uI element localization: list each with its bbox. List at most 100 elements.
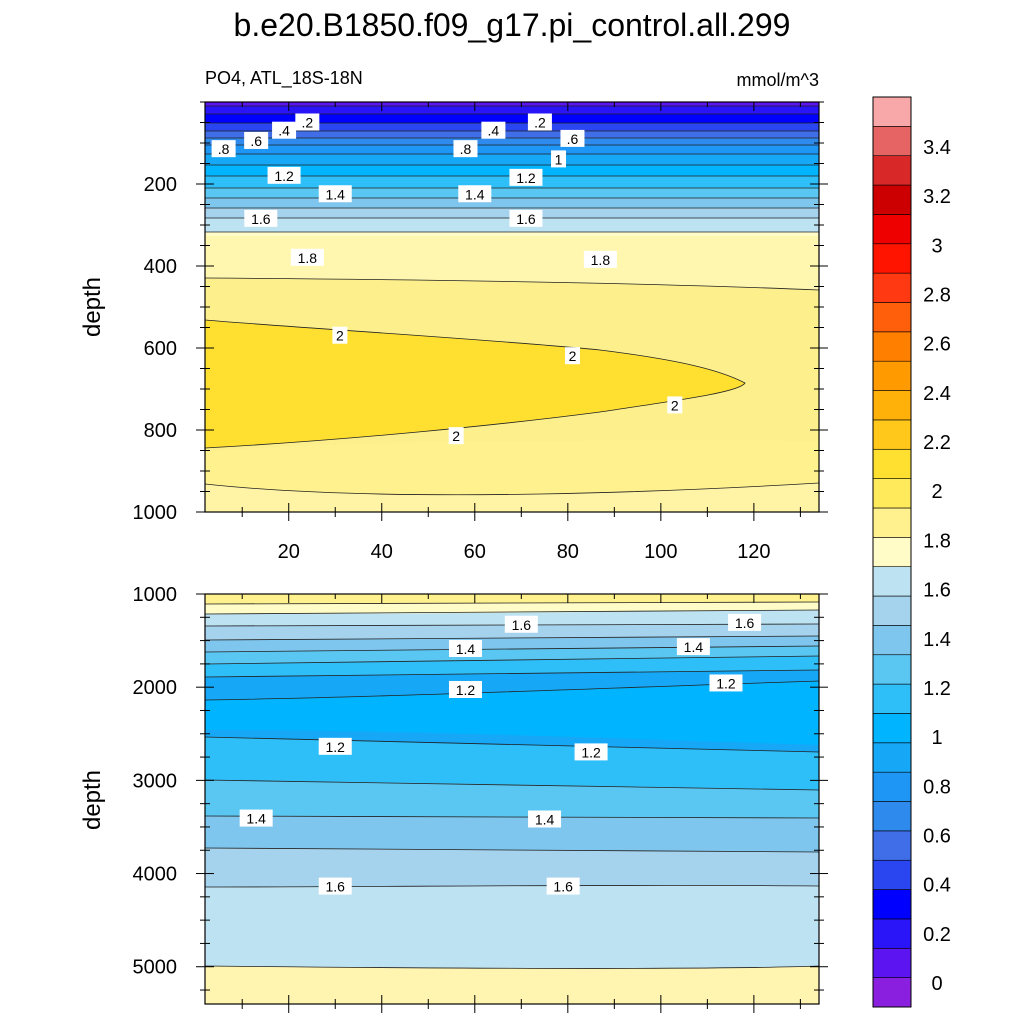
contour-label: 1.4 xyxy=(676,638,710,656)
colorbar-label: 0 xyxy=(931,973,942,995)
contour-label-text: 1.6 xyxy=(326,879,346,895)
contour-label-background xyxy=(318,877,352,895)
contour-label-background xyxy=(564,347,580,365)
colorbar-label: 1.6 xyxy=(923,580,951,602)
colorbar-swatch xyxy=(872,126,912,157)
contour-label-background xyxy=(667,396,683,414)
colorbar-swatch xyxy=(872,625,912,656)
colorbar-swatch xyxy=(872,272,912,303)
contour-label: 1.6 xyxy=(318,877,352,895)
contour-label-background xyxy=(560,129,585,147)
colorbar-swatch xyxy=(872,390,912,421)
contour-label-background xyxy=(295,113,320,131)
contour-label: 2 xyxy=(564,347,580,365)
colorbar-swatch xyxy=(872,742,912,773)
contour-label-background xyxy=(504,615,538,633)
contour-label: 1.6 xyxy=(728,613,762,631)
contour-label-text: 1.2 xyxy=(456,682,476,698)
contour-label: 2 xyxy=(332,326,348,344)
colorbar-label: 3.2 xyxy=(923,186,951,208)
contour-label-text: 1.6 xyxy=(251,211,271,227)
colorbar-swatch xyxy=(872,918,912,949)
contour-label-background xyxy=(546,877,580,895)
y-tick-label: 5000 xyxy=(133,957,178,979)
contour-label: 1.2 xyxy=(509,168,543,186)
contour-label: 1.8 xyxy=(290,248,324,266)
contour-label-text: 1 xyxy=(555,151,563,167)
x-tick-label: 20 xyxy=(278,541,300,563)
contour-label-text: 1.8 xyxy=(298,250,318,266)
contour-label-text: 1.4 xyxy=(684,639,704,655)
colorbar-swatch xyxy=(872,595,912,626)
contour-label-background xyxy=(453,140,478,158)
contour-label-text: 1.4 xyxy=(326,186,346,202)
colorbar-label: 1.4 xyxy=(923,629,951,651)
contour-label: .8 xyxy=(453,140,478,158)
contour-label-text: 2 xyxy=(569,348,577,364)
contour-label-text: 1.2 xyxy=(716,675,736,691)
contour-label: 1.4 xyxy=(528,810,562,828)
colorbar-swatch xyxy=(872,184,912,215)
contour-label-text: 1.2 xyxy=(274,168,294,184)
colorbar-swatch xyxy=(872,771,912,802)
contour-label-background xyxy=(527,113,552,131)
colorbar-swatch xyxy=(872,654,912,685)
contour-label-text: .2 xyxy=(534,115,546,131)
contour-label: 1.4 xyxy=(318,185,352,203)
contour-label-text: 1.6 xyxy=(553,879,573,895)
y-tick-label: 600 xyxy=(144,338,177,360)
upper-panel: 20 40 60 80 100 120 200 400 600 800 1000 .2 .2 .4 .4.… xyxy=(79,101,828,563)
y-tick-label: 3000 xyxy=(133,770,178,792)
contour-label-background xyxy=(448,427,464,445)
upper-ticks: 20 40 60 80 100 120 200 400 600 800 1000 xyxy=(133,101,828,563)
colorbar-label: 1 xyxy=(931,727,942,749)
y-tick-label: 400 xyxy=(144,256,177,278)
contour-label: .6 xyxy=(244,131,269,149)
contour-label-text: 1.6 xyxy=(512,617,532,633)
colorbar-label: 3.4 xyxy=(923,137,951,159)
contour-label: 1.6 xyxy=(244,209,278,227)
colorbar-swatch xyxy=(872,889,912,920)
y-tick-label: 1000 xyxy=(133,584,178,606)
colorbar-swatch xyxy=(872,478,912,509)
contour-label-background xyxy=(272,121,297,139)
colorbar-swatch xyxy=(872,331,912,362)
contour-label: 1.6 xyxy=(504,615,538,633)
contour-label: 1.4 xyxy=(458,185,492,203)
contour-label-text: 1.2 xyxy=(581,744,601,760)
x-tick-label: 60 xyxy=(464,541,486,563)
contour-label-background xyxy=(290,248,324,266)
contour-label-background xyxy=(676,638,710,656)
chart-subtitle-units: mmol/m^3 xyxy=(737,70,819,90)
colorbar-swatch xyxy=(872,537,912,567)
contour-label-background xyxy=(709,674,743,692)
colorbar-swatch xyxy=(872,713,912,744)
colorbar-swatch xyxy=(872,830,912,861)
contour-label: 1.6 xyxy=(509,209,543,227)
contour-label-text: 1.4 xyxy=(535,812,555,828)
lower-y-axis-label: depth xyxy=(79,770,106,830)
colorbar-swatch xyxy=(872,507,912,538)
contour-label-background xyxy=(239,809,273,827)
contour-label-text: 1.4 xyxy=(465,186,485,202)
colorbar-label: 2.6 xyxy=(923,334,951,356)
contour-label-text: .8 xyxy=(218,141,230,157)
contour-label-background xyxy=(481,121,506,139)
colorbar-label: 0.4 xyxy=(923,875,951,897)
colorbar: 0 0.2 0.4 0.6 0.8 1 1.2 1.4 1.6 1.8 2 2.2 2.4 2.6 2.8 3… xyxy=(872,96,951,1008)
colorbar-swatch xyxy=(872,448,912,479)
colorbar-swatch xyxy=(872,683,912,714)
contour-label-text: 1.4 xyxy=(246,811,266,827)
contour-label-text: .6 xyxy=(250,133,262,149)
contour-label: .8 xyxy=(211,140,236,158)
contour-label-background xyxy=(211,140,236,158)
lower-plot-frame xyxy=(204,593,820,1005)
x-tick-label: 100 xyxy=(644,541,677,563)
lower-ticks: 1000 2000 3000 4000 5000 xyxy=(133,584,828,1013)
contour-label-background xyxy=(509,168,543,186)
colorbar-swatch xyxy=(872,96,912,127)
colorbar-swatch xyxy=(872,419,912,450)
colorbar-swatch xyxy=(872,302,912,333)
lower-panel-fills xyxy=(205,594,819,1004)
